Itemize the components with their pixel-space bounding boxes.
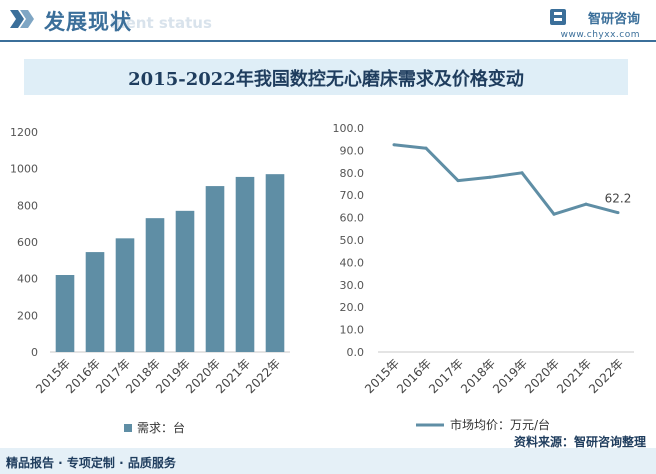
line-y-tick-label: 100.0: [333, 122, 365, 135]
bar-2019年: [175, 210, 195, 352]
line-y-tick-label: 20.0: [340, 301, 365, 314]
bar-legend-label: 需求：台: [137, 420, 185, 435]
line-x-tick-label: 2016年: [394, 356, 434, 396]
line-x-tick-label: 2019年: [490, 356, 530, 396]
line-y-tick-label: 60.0: [340, 212, 365, 225]
line-point-2019年: [520, 171, 524, 175]
line-point-2015年: [392, 143, 396, 147]
line-x-tick-label: 2020年: [522, 356, 562, 396]
line-legend-label: 市场均价：万元/台: [450, 417, 550, 432]
line-point-2018年: [488, 175, 492, 179]
line-point-2017年: [456, 179, 460, 183]
bar-2015年: [55, 275, 75, 352]
section-subtitle: ment status: [110, 14, 212, 32]
bar-legend-swatch: [124, 424, 132, 432]
line-point-2022年: [616, 211, 620, 215]
brand-url: www.chyxx.com: [560, 30, 640, 40]
line-y-tick-label: 0.0: [347, 346, 365, 359]
page-header: ment status 发展现状: [0, 0, 656, 44]
brand-name: 智研咨询: [587, 12, 640, 27]
header-rule: [0, 40, 656, 42]
line-x-tick-label: 2017年: [426, 356, 466, 396]
bar-y-tick-label: 1000: [10, 163, 38, 176]
line-y-tick-label: 90.0: [340, 144, 365, 157]
bar-2017年: [115, 238, 135, 352]
bar-2018年: [145, 218, 165, 352]
line-x-tick-label: 2022年: [586, 356, 626, 396]
line-x-tick-label: 2021年: [554, 356, 594, 396]
double-chevron-icon: [10, 10, 34, 28]
line-y-tick-label: 40.0: [340, 256, 365, 269]
bar-2020年: [205, 186, 225, 352]
line-y-tick-label: 50.0: [340, 234, 365, 247]
bar-2022年: [265, 174, 285, 352]
chart-title-band: 2015-2022年我国数控无心磨床需求及价格变动: [24, 59, 628, 95]
line-y-tick-label: 70.0: [340, 189, 365, 202]
bar-2021年: [235, 176, 255, 352]
footer-source: 资料来源：智研咨询整理: [513, 435, 646, 449]
chart-area: 0 200 400 600 800 1000 1200 2015年2016年2017年2018…: [10, 122, 634, 435]
bar-y-tick-label: 200: [17, 309, 38, 322]
line-data-label: 62.2: [605, 192, 632, 206]
line-x-tick-label: 2018年: [458, 356, 498, 396]
bar-y-tick-label: 1200: [10, 126, 38, 139]
footer-services: 精品报告 · 专项定制 · 品质服务: [6, 456, 176, 470]
line-y-tick-label: 80.0: [340, 167, 365, 180]
line-y-tick-label: 30.0: [340, 279, 365, 292]
bar-2016年: [85, 252, 105, 352]
line-y-tick-label: 10.0: [340, 324, 365, 337]
section-title: 发展现状: [44, 10, 132, 34]
bar-y-tick-label: 800: [17, 199, 38, 212]
line-x-tick-label: 2015年: [362, 356, 402, 396]
line-series-市场均价：万元/台: [393, 143, 619, 216]
line-point-2016年: [424, 146, 428, 150]
bar-y-tick-label: 400: [17, 273, 38, 286]
brand-logo-icon: [550, 9, 566, 25]
chart-title: 2015-2022年我国数控无心磨床需求及价格变动: [128, 69, 524, 90]
line-point-2020年: [552, 212, 556, 216]
line-point-2021年: [584, 202, 588, 206]
bar-y-tick-label: 0: [31, 346, 38, 359]
bar-y-tick-label: 600: [17, 236, 38, 249]
footer: 精品报告 · 专项定制 · 品质服务 资料来源：智研咨询整理: [0, 435, 656, 474]
